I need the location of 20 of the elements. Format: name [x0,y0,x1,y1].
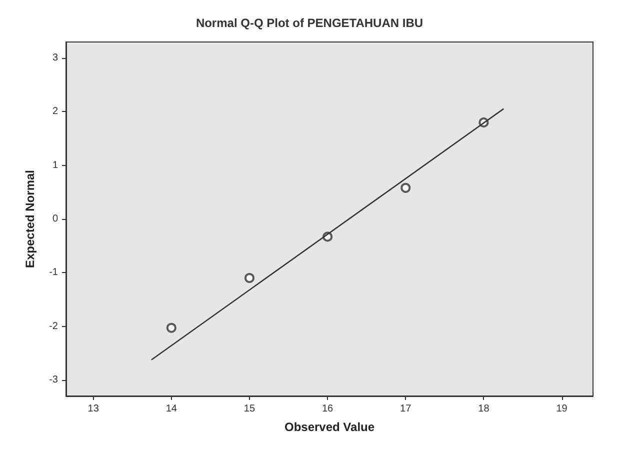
y-axis-title: Expected Normal [23,170,37,268]
point [166,322,176,333]
chart-title: Normal Q-Q Plot of PENGETAHUAN IBU [196,16,424,30]
y-tick-label: -3 [49,374,58,386]
y-tick-label: 3 [52,52,58,64]
x-tick-label: 13 [88,404,100,414]
y-tick-label: 1 [52,160,58,171]
x-tick-label: 15 [244,404,256,414]
x-tick-label: 18 [478,404,490,414]
y-tick-label: -2 [49,320,58,332]
x-tick-label: 16 [322,404,334,414]
x-tick-label: 17 [400,404,412,414]
y-tick-label: 0 [52,214,58,224]
y-tick-label: -1 [49,267,58,278]
x-tick-label: 14 [166,404,178,414]
y-tick-label: 2 [52,106,58,118]
x-tick-label: 19 [556,404,568,414]
point [244,273,254,283]
x-axis-title: Observed Value [284,420,375,434]
point [400,182,411,193]
